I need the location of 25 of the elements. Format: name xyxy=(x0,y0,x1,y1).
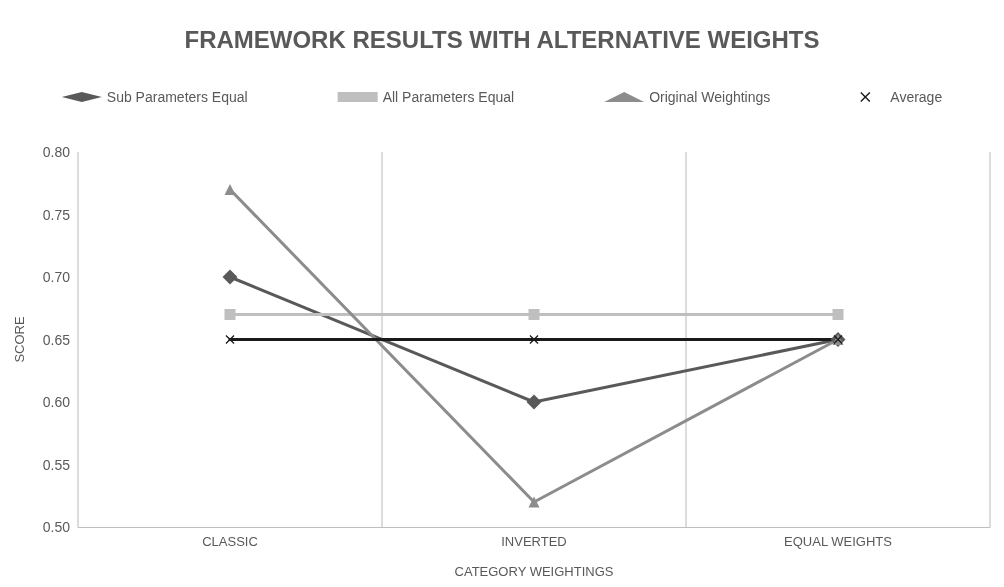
point xyxy=(528,496,540,508)
y-tick-label: 0.55 xyxy=(42,456,71,473)
legend-label: All Parameters Equal xyxy=(382,89,515,105)
legend-label: Sub Parameters Equal xyxy=(106,89,248,105)
x-axis-title: CATEGORY WEIGHTINGS xyxy=(454,564,614,579)
point xyxy=(225,335,235,344)
x-tick-label: INVERTED xyxy=(501,534,567,549)
point xyxy=(529,335,539,344)
y-tick-label: 0.65 xyxy=(42,331,71,348)
point xyxy=(526,394,542,410)
point xyxy=(224,309,236,320)
x-tick-label: CLASSIC xyxy=(202,534,258,549)
y-tick-label: 0.70 xyxy=(42,269,71,285)
point xyxy=(222,269,238,285)
chart-title: FRAMEWORK RESULTS WITH ALTERNATIVE WEIGHTS xyxy=(184,25,820,53)
legend-label: Average xyxy=(890,89,943,105)
point xyxy=(832,309,844,320)
y-axis-title: SCORE xyxy=(12,316,27,363)
x-tick-label: EQUAL WEIGHTS xyxy=(784,534,893,549)
y-tick-label: 0.60 xyxy=(42,394,71,410)
y-tick-label: 0.50 xyxy=(42,519,71,535)
point xyxy=(528,309,540,320)
y-tick-label: 0.80 xyxy=(42,144,71,160)
legend-label: Original Weightings xyxy=(649,89,771,105)
y-tick-label: 0.75 xyxy=(42,206,71,223)
